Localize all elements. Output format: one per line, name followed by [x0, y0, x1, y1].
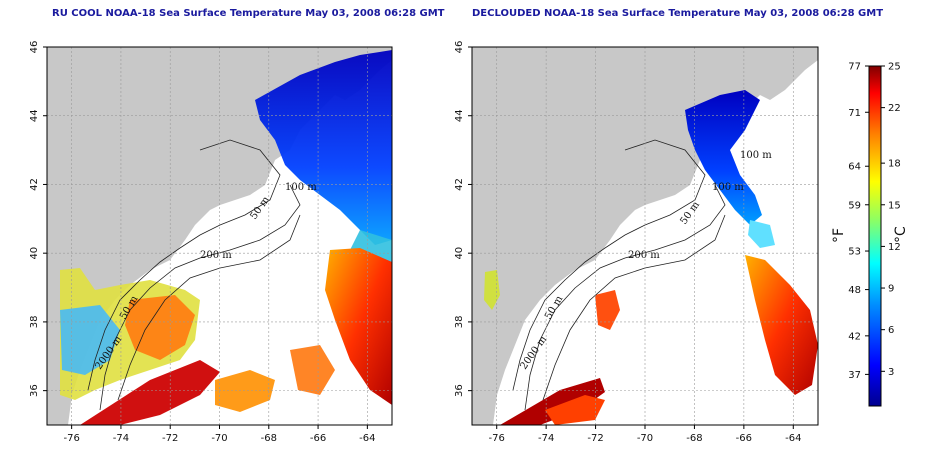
- colorbar-c-tick-label: 25: [888, 62, 901, 73]
- right-map-lon-tick-label: -64: [785, 433, 801, 444]
- colorbar-f-tick-label: 48: [848, 285, 861, 296]
- right-map-lon-tick-label: -68: [686, 433, 702, 444]
- colorbar-c-tick-label: 3: [888, 367, 894, 378]
- colorbar-f-unit: °F: [831, 228, 847, 243]
- right-map-lon-tick-label: -76: [489, 433, 505, 444]
- colorbar-c-tick-label: 22: [888, 103, 901, 114]
- colorbar-c-unit: °C: [893, 226, 909, 243]
- right-map-lat-tick-label: 46: [454, 41, 465, 54]
- right-map-lon-tick-label: -72: [587, 433, 603, 444]
- left-map-contour-50m: [87, 139, 281, 391]
- left-map-lat-tick-label: 42: [29, 178, 40, 191]
- colorbar-c-tick-label: 15: [888, 200, 901, 211]
- left-map-sst-center-patch: [290, 345, 335, 395]
- right-map-sst-warm-east: [745, 255, 818, 395]
- left-map-lon-tick-label: -70: [211, 433, 227, 444]
- left-map-lon-tick-label: -76: [63, 433, 79, 444]
- left-map-lon-tick-label: -64: [359, 433, 375, 444]
- left-map-contour-2000m: [117, 214, 301, 401]
- right-map-lat-tick-label: 36: [454, 384, 465, 397]
- colorbar-c-tick-label: 9: [888, 284, 894, 295]
- left-map-sst-south-orange: [215, 370, 275, 412]
- colorbar-c-tick-label: 6: [888, 325, 894, 336]
- colorbar-c-tick-label: 18: [888, 159, 901, 170]
- left-map-contour-200m: [99, 184, 301, 411]
- colorbar-f-tick-label: 53: [848, 247, 861, 258]
- left-map-lat-tick-label: 36: [29, 384, 40, 397]
- left-map-lat-tick-label: 46: [29, 41, 40, 54]
- right-map-sst-cyan: [748, 220, 775, 248]
- right-map-lat-tick-label: 38: [454, 316, 465, 329]
- right-map-lon-tick-label: -66: [736, 433, 752, 444]
- left-map-sst-warm-east: [325, 248, 392, 405]
- right-map-sst-warm-patch: [595, 290, 620, 330]
- left-map-lon-tick-label: -72: [162, 433, 178, 444]
- left-map-contour-label-200: 200 m: [200, 250, 232, 261]
- left-map-title: RU COOL NOAA-18 Sea Surface Temperature …: [52, 8, 445, 19]
- colorbar-f-tick-label: 64: [848, 162, 861, 173]
- right-map-contour-label-100b: 100 m: [712, 182, 744, 193]
- left-map-lat-tick-label: 44: [29, 109, 40, 122]
- right-map-lon-tick-label: -74: [538, 433, 554, 444]
- colorbar-f-tick-label: 42: [848, 331, 861, 342]
- left-map-contour-label-100: 100 m: [285, 182, 317, 193]
- right-map-lat-tick-label: 40: [454, 247, 465, 260]
- colorbar-c-tick-label: 12: [888, 242, 901, 253]
- colorbar-f-tick-label: 59: [848, 200, 861, 211]
- left-map-sst-south-warm: [80, 360, 220, 425]
- left-map-lon-tick-label: -68: [261, 433, 277, 444]
- right-map: 100 m 100 m 50 m 200 m 50 m 2000 m -76 -7…: [454, 41, 819, 444]
- right-map-lat-tick-label: 44: [454, 109, 465, 122]
- right-map-sst-cold: [685, 90, 762, 225]
- right-map-land: [472, 47, 818, 425]
- right-map-sst-southwest: [484, 270, 500, 310]
- left-map: 100 m 50 m 200 m 50 m 2000 m -76 -74 -72 -7…: [29, 41, 393, 444]
- right-map-contour-label-100a: 100 m: [740, 150, 772, 161]
- right-map-sst-south-warm: [500, 378, 605, 425]
- left-map-land: [47, 47, 392, 425]
- right-map-lon-tick-label: -70: [637, 433, 653, 444]
- left-map-lat-tick-label: 38: [29, 316, 40, 329]
- left-map-ticks: -76 -74 -72 -70 -68 -66 -64 46 44 42 40 38 36: [29, 41, 376, 444]
- right-map-contour-50m: [512, 139, 706, 391]
- right-map-ticks: -76 -74 -72 -70 -68 -66 -64 46 44 42 40 38 36: [454, 41, 801, 444]
- colorbar-f-tick-label: 71: [848, 108, 861, 119]
- right-map-contour-2000m: [542, 214, 726, 401]
- colorbar-f-tick-label: 37: [848, 370, 861, 381]
- colorbar-gradient: [868, 65, 882, 407]
- left-map-sst-southwest-warm: [125, 295, 195, 360]
- left-map-sst-southwest-cool: [60, 305, 120, 375]
- right-map-contour-label-200: 200 m: [628, 250, 660, 261]
- left-map-lat-tick-label: 40: [29, 247, 40, 260]
- colorbar-ticks: 25 22 18 15 12 9 6 3 77 71 64 59 53 48 42 37: [848, 62, 900, 381]
- right-map-title: DECLOUDED NOAA-18 Sea Surface Temperatur…: [472, 8, 884, 19]
- right-map-sst-south-orange: [545, 395, 605, 425]
- left-map-lon-tick-label: -66: [310, 433, 326, 444]
- right-map-lat-tick-label: 42: [454, 178, 465, 191]
- left-map-sst-cold: [255, 50, 392, 245]
- colorbar-f-tick-label: 77: [848, 62, 861, 73]
- right-map-contour-200m: [524, 184, 726, 411]
- colorbar: 25 22 18 15 12 9 6 3 77 71 64 59 53 48 42 37 °F °C: [831, 62, 909, 407]
- left-map-lon-tick-label: -74: [113, 433, 129, 444]
